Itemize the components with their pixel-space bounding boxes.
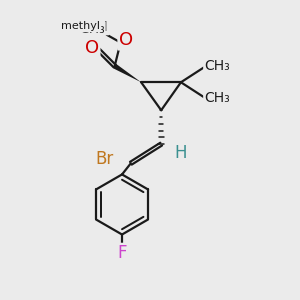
Text: CH₃: CH₃: [204, 92, 230, 106]
Text: methyl: methyl: [61, 21, 100, 31]
Text: methyl: methyl: [65, 21, 108, 34]
Text: F: F: [117, 244, 127, 262]
Polygon shape: [113, 64, 141, 82]
Text: CH₃: CH₃: [204, 59, 230, 73]
Text: CH₃: CH₃: [79, 22, 105, 36]
Text: O: O: [85, 38, 99, 56]
Text: O: O: [119, 31, 133, 49]
Text: H: H: [175, 144, 187, 162]
Text: Br: Br: [95, 150, 113, 168]
